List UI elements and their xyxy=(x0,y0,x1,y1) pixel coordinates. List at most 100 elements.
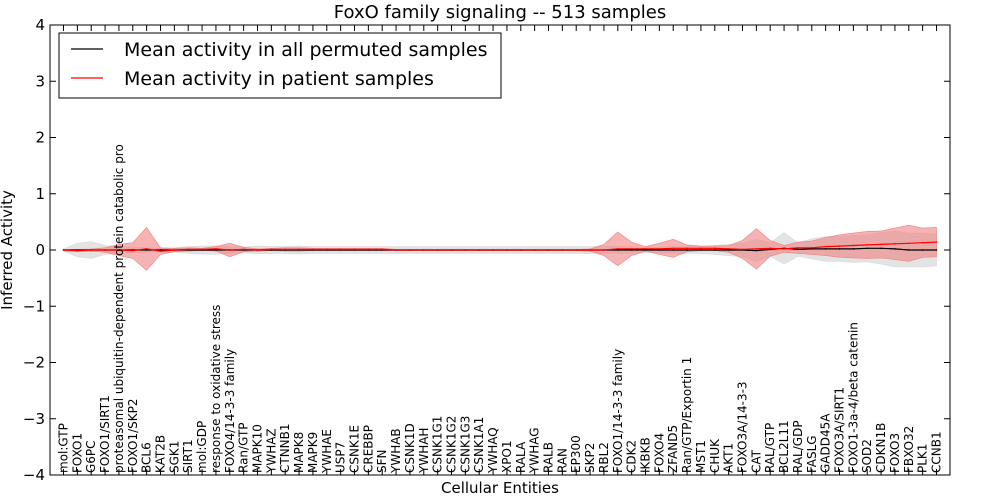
point-patient-54 xyxy=(811,247,813,249)
x-tick-label: FOXO1/SIRT1 xyxy=(98,395,112,473)
legend-label-patient: Mean activity in patient samples xyxy=(124,68,434,90)
y-tick-label: 1 xyxy=(35,185,45,203)
point-patient-5 xyxy=(132,249,134,252)
point-patient-7 xyxy=(159,250,162,252)
y-tick-label: 4 xyxy=(35,16,45,34)
legend-box xyxy=(58,32,502,99)
x-tick-label: RBL2 xyxy=(597,442,611,473)
x-tick-label: EP300 xyxy=(569,435,583,473)
point-patient-10 xyxy=(201,248,203,251)
legend: Mean activity in all permuted samples Me… xyxy=(58,32,502,99)
point-patient-1 xyxy=(76,249,79,252)
point-patient-13 xyxy=(242,248,245,251)
x-tick-label: RALB xyxy=(542,442,556,473)
x-tick-label: CHUK xyxy=(708,438,722,473)
point-patient-45 xyxy=(686,247,688,250)
point-patient-25 xyxy=(409,249,411,251)
point-patient-35 xyxy=(547,249,550,251)
point-patient-56 xyxy=(838,245,841,247)
point-patient-3 xyxy=(104,249,106,251)
point-permuted-41 xyxy=(630,249,633,251)
point-permuted-60 xyxy=(894,248,896,250)
x-tick-label: SGK1 xyxy=(167,441,181,473)
point-patient-26 xyxy=(423,249,425,251)
point-patient-8 xyxy=(173,249,176,251)
legend-label-permuted: Mean activity in all permuted samples xyxy=(124,39,487,61)
point-patient-36 xyxy=(561,249,564,251)
x-tick-label: MST1 xyxy=(694,440,708,473)
point-permuted-47 xyxy=(714,249,716,251)
point-patient-17 xyxy=(298,248,300,251)
x-tick-label: response to oxidative stress xyxy=(209,305,223,473)
point-patient-22 xyxy=(367,248,370,251)
point-patient-20 xyxy=(339,248,342,251)
point-permuted-11 xyxy=(215,249,217,251)
point-patient-34 xyxy=(533,249,536,251)
x-tick-label: proteasomal ubiquitin-dependent protein … xyxy=(112,144,126,473)
point-permuted-44 xyxy=(672,249,674,251)
y-tick-label: −4 xyxy=(23,466,45,484)
x-tick-label: RAL/GTP xyxy=(763,423,777,473)
x-tick-label: AKT1 xyxy=(722,443,736,473)
point-permuted-45 xyxy=(686,249,688,251)
point-patient-28 xyxy=(450,249,453,251)
point-patient-46 xyxy=(700,247,702,250)
point-patient-29 xyxy=(464,249,467,251)
x-tick-label: BCL2L11 xyxy=(777,420,791,473)
x-tick-label: YWHAQ xyxy=(486,427,500,474)
x-tick-label: FOXO1/14-3-3 family xyxy=(611,349,625,473)
point-patient-57 xyxy=(852,244,855,247)
line-patient xyxy=(63,241,937,252)
x-tick-label: RALA xyxy=(514,441,528,473)
x-tick-label: XPO1 xyxy=(500,440,514,473)
point-patient-44 xyxy=(672,247,674,250)
point-permuted-7 xyxy=(159,249,162,251)
x-tick-label: CAT xyxy=(749,449,763,473)
point-patient-38 xyxy=(589,249,591,251)
x-tick-label: FOXO4/14-3-3 family xyxy=(223,349,237,473)
x-tick-label: IKBKB xyxy=(639,437,653,473)
point-patient-49 xyxy=(741,248,744,251)
point-permuted-40 xyxy=(617,249,619,251)
y-tick-label: 2 xyxy=(35,129,45,147)
point-patient-32 xyxy=(506,249,508,251)
point-patient-9 xyxy=(187,248,189,251)
y-tick-label: −2 xyxy=(23,354,45,372)
point-patient-42 xyxy=(644,248,647,250)
point-patient-30 xyxy=(478,249,481,251)
point-patient-40 xyxy=(617,248,619,250)
point-patient-12 xyxy=(229,249,231,251)
x-tick-label: SIRT1 xyxy=(181,439,195,473)
x-tick-label: SKP2 xyxy=(583,443,597,473)
point-patient-2 xyxy=(90,249,92,251)
x-tick-label: YWHAH xyxy=(417,428,431,474)
x-tick-label: mol:GDP xyxy=(195,421,209,473)
x-tick-label: CCNB1 xyxy=(930,431,944,473)
x-tick-label: CDK2 xyxy=(625,440,639,473)
x-tick-label: G6PC xyxy=(84,440,98,473)
point-patient-60 xyxy=(894,243,896,245)
point-patient-16 xyxy=(284,248,287,251)
point-permuted-51 xyxy=(769,248,771,251)
point-patient-23 xyxy=(381,248,384,251)
x-tick-label: FOXO1-3a-4/beta catenin xyxy=(846,322,860,473)
point-patient-47 xyxy=(714,247,716,250)
point-patient-55 xyxy=(824,245,827,248)
y-axis-title: Inferred Activity xyxy=(0,190,16,310)
x-tick-label: FBXO32 xyxy=(902,426,916,473)
point-permuted-58 xyxy=(866,247,868,250)
x-tick-label: USP7 xyxy=(334,442,348,473)
point-patient-0 xyxy=(62,249,65,251)
x-tick-label: CSNK1E xyxy=(348,425,362,473)
x-tick-label: FASLG xyxy=(805,435,819,473)
x-tick-label: CSNK1G1 xyxy=(431,416,445,473)
point-patient-48 xyxy=(727,248,730,250)
point-patient-62 xyxy=(921,241,924,244)
point-patient-19 xyxy=(326,248,328,251)
point-permuted-62 xyxy=(921,249,924,251)
point-permuted-53 xyxy=(797,248,799,251)
x-tick-label: FOXO1/SKP2 xyxy=(126,398,140,473)
point-permuted-55 xyxy=(824,248,827,250)
point-permuted-54 xyxy=(811,248,813,250)
